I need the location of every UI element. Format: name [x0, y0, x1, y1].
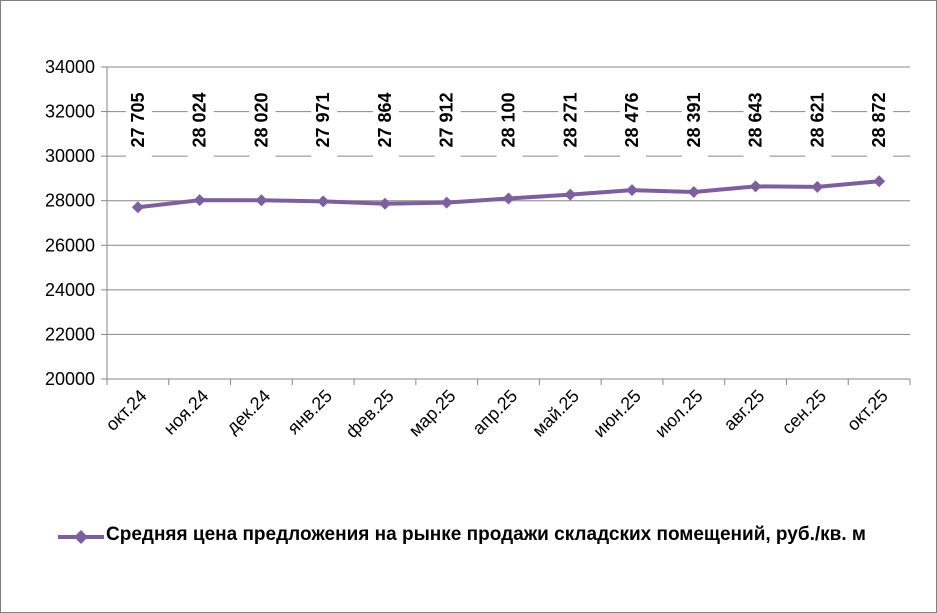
x-tick-label: окт.24 — [102, 386, 151, 435]
x-tick-label: окт.25 — [843, 386, 892, 435]
data-point-marker — [564, 188, 577, 201]
data-point-marker — [873, 175, 886, 188]
data-label-background — [434, 76, 461, 164]
data-label-background — [125, 76, 152, 164]
legend: Средняя цена предложения на рынке продаж… — [56, 520, 916, 550]
data-label: 28 271 — [560, 92, 580, 147]
x-tick-label: ноя.24 — [160, 386, 213, 439]
x-tick-label: июл.25 — [651, 386, 707, 442]
data-label: 28 391 — [684, 92, 704, 147]
data-label-background — [496, 76, 523, 164]
data-point-marker — [193, 194, 206, 207]
data-point-marker — [811, 180, 824, 193]
data-label-background — [681, 76, 708, 164]
data-label: 28 020 — [251, 92, 271, 147]
data-point-marker — [502, 192, 515, 205]
legend-marker-icon — [58, 530, 104, 544]
data-point-marker — [317, 195, 330, 208]
y-axis-tick-labels: 20000 22000 24000 26000 28000 30000 32000 34000 — [45, 57, 95, 389]
data-point-marker — [626, 184, 639, 197]
data-label: 28 621 — [807, 92, 827, 147]
y-tick-label: 32000 — [45, 102, 95, 122]
data-label-background — [311, 76, 338, 164]
x-tick-label: янв.25 — [283, 386, 336, 439]
data-point-marker — [749, 180, 762, 193]
data-label: 27 912 — [437, 92, 457, 147]
x-tick-label: фев.25 — [342, 386, 398, 442]
y-tick-label: 22000 — [45, 324, 95, 344]
data-label: 27 705 — [128, 92, 148, 147]
data-label: 28 643 — [746, 92, 766, 147]
y-tick-label: 28000 — [45, 191, 95, 211]
data-label: 27 971 — [313, 92, 333, 147]
data-label: 28 872 — [869, 92, 889, 147]
line-chart: 20000 22000 24000 26000 28000 30000 32000 34000… — [45, 57, 911, 442]
data-label: 28 024 — [190, 92, 210, 147]
x-tick-label: июн.25 — [589, 386, 645, 442]
y-tick-label: 30000 — [45, 146, 95, 166]
data-label: 27 864 — [375, 92, 395, 147]
x-tick-label: апр.25 — [468, 386, 521, 439]
data-point-marker — [255, 194, 268, 207]
data-point-marker — [378, 197, 391, 210]
data-label: 28 100 — [499, 92, 519, 147]
data-point-marker — [687, 186, 700, 199]
data-label-background — [743, 76, 770, 164]
data-point-marker — [440, 196, 453, 209]
data-label-background — [867, 76, 894, 164]
x-tick-label: авг.25 — [720, 386, 769, 435]
y-tick-label: 20000 — [45, 369, 95, 389]
x-tick-label: сен.25 — [778, 386, 830, 438]
data-labels: 27 705 28 024 28 020 27 971 27 864 27 912 28 1… — [125, 76, 894, 164]
data-label-background — [558, 76, 585, 164]
x-axis-tick-labels: окт.24 ноя.24 дек.24 янв.25 фев.25 мар.25 апр.… — [102, 386, 892, 442]
axes — [101, 66, 911, 385]
data-point-marker — [131, 201, 144, 214]
y-tick-label: 34000 — [45, 57, 95, 77]
x-tick-label: мар.25 — [405, 386, 460, 441]
data-label-background — [805, 76, 832, 164]
series-markers — [131, 175, 886, 214]
data-label: 28 476 — [622, 92, 642, 147]
data-label-background — [249, 76, 276, 164]
data-label-background — [187, 76, 214, 164]
y-tick-label: 24000 — [45, 280, 95, 300]
y-tick-label: 26000 — [45, 235, 95, 255]
data-label-background — [372, 76, 399, 164]
x-tick-label: май.25 — [528, 386, 583, 441]
legend-label: Средняя цена предложения на рынке продаж… — [106, 524, 866, 545]
x-tick-label: дек.24 — [222, 386, 274, 438]
data-label-background — [620, 76, 647, 164]
